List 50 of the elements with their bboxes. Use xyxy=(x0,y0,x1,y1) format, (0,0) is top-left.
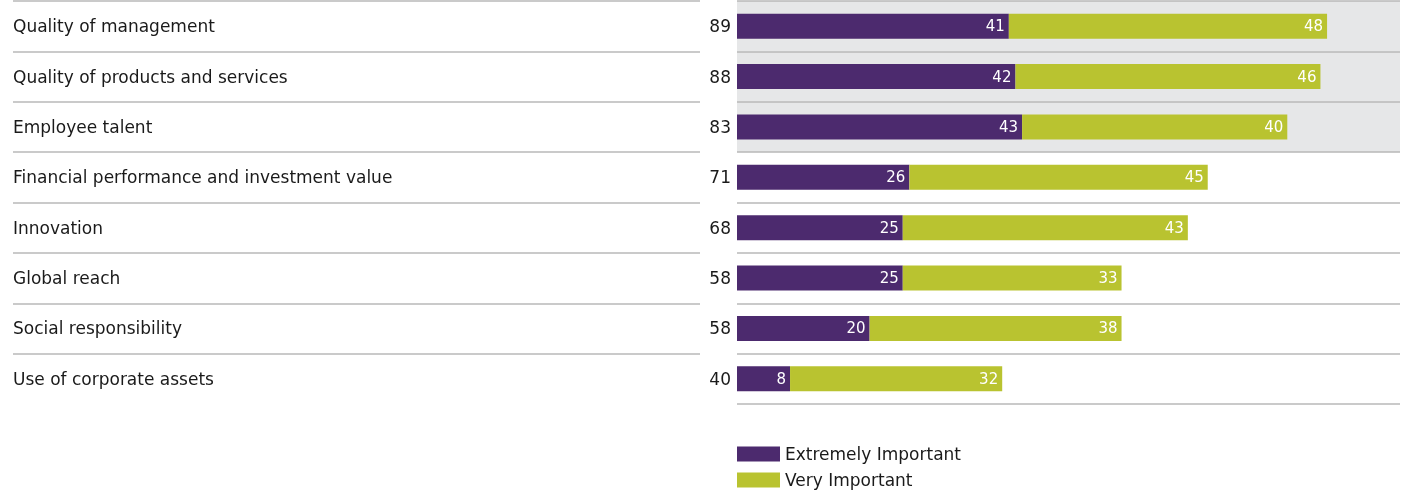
bar xyxy=(1015,64,1321,90)
data-label: 33 xyxy=(1098,269,1118,288)
data-label: 25 xyxy=(879,218,899,237)
data-label: 46 xyxy=(1297,67,1317,86)
y-tick-label: Global reach xyxy=(13,268,121,289)
bar xyxy=(737,215,903,241)
bar xyxy=(1008,13,1328,39)
data-label: 8 xyxy=(776,369,787,388)
legend-label: Very Important xyxy=(785,470,913,490)
bar xyxy=(737,265,903,291)
total-label: 58 xyxy=(709,318,731,339)
data-label: 41 xyxy=(985,17,1005,36)
y-tick-label: Innovation xyxy=(13,217,104,238)
bar xyxy=(737,13,1009,39)
bar xyxy=(909,164,1208,190)
data-label: 43 xyxy=(1164,218,1184,237)
total-label: 71 xyxy=(709,167,731,188)
bar xyxy=(902,265,1122,291)
y-tick-label: Use of corporate assets xyxy=(13,368,215,389)
y-tick-label: Employee talent xyxy=(13,116,153,137)
y-tick-label: Social responsibility xyxy=(13,318,182,339)
data-label: 43 xyxy=(999,117,1019,136)
data-label: 38 xyxy=(1098,319,1118,338)
bar xyxy=(737,315,870,341)
y-tick-label: Financial performance and investment value xyxy=(13,167,393,188)
bar xyxy=(737,366,791,392)
bar xyxy=(737,114,1023,140)
y-tick-label: Quality of products and services xyxy=(13,66,288,87)
data-label: 42 xyxy=(992,67,1012,86)
bar xyxy=(869,315,1122,341)
total-label: 89 xyxy=(709,16,731,37)
total-label: 40 xyxy=(709,368,731,389)
data-label: 20 xyxy=(846,319,866,338)
total-label: 88 xyxy=(709,66,731,87)
total-label: 68 xyxy=(709,217,731,238)
data-label: 25 xyxy=(879,269,899,288)
data-label: 32 xyxy=(979,369,999,388)
data-label: 40 xyxy=(1264,117,1284,136)
bar xyxy=(737,164,910,190)
legend-label: Extremely Important xyxy=(785,444,962,464)
bar xyxy=(790,366,1003,392)
bar xyxy=(902,215,1188,241)
data-label: 26 xyxy=(886,168,906,187)
bar xyxy=(1022,114,1288,140)
data-label: 48 xyxy=(1303,17,1324,36)
data-label: 45 xyxy=(1184,168,1204,187)
total-label: 83 xyxy=(709,116,731,137)
y-tick-label: Quality of management xyxy=(13,16,216,37)
bar xyxy=(737,64,1016,90)
total-label: 58 xyxy=(709,268,731,289)
